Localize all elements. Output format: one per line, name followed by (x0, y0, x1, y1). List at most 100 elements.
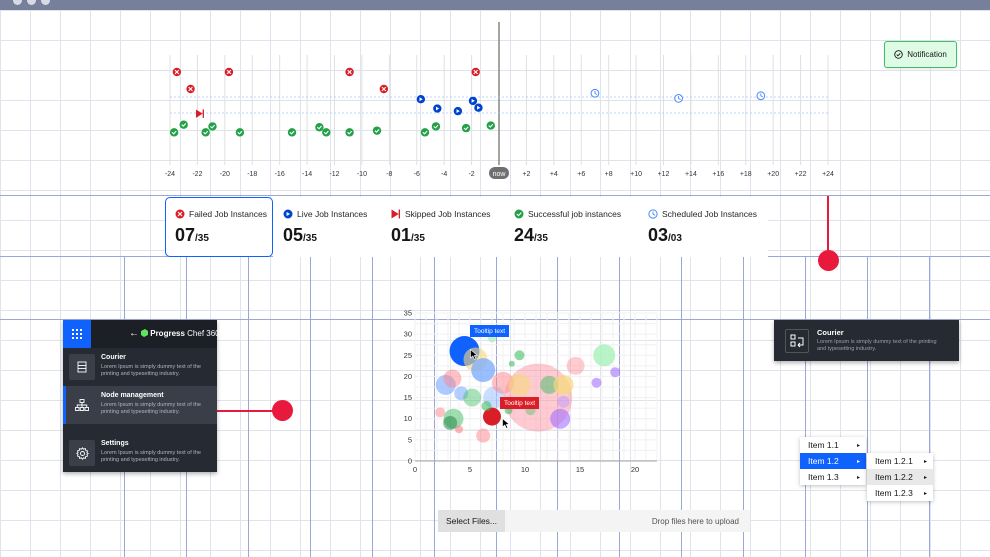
connector-line (827, 196, 829, 256)
stat-card-live[interactable]: Live Job Instances 05/35 (273, 197, 381, 257)
guide-line (0, 195, 990, 196)
menu-item[interactable]: Item 1.3 ▸ (800, 469, 866, 485)
courier-title: Courier (817, 328, 844, 337)
success-job-marker[interactable] (201, 128, 210, 137)
bubble-point[interactable] (471, 358, 496, 383)
bubble-point[interactable] (550, 408, 571, 429)
window-maximize-dot[interactable] (41, 0, 50, 5)
bubble-point[interactable] (492, 371, 514, 394)
notification-label: Notification (907, 50, 947, 59)
tooltip-red: Tooltip text (500, 397, 540, 409)
scheduled-job-marker[interactable] (756, 91, 766, 101)
stat-label: Scheduled Job Instances (648, 209, 768, 219)
bubble-point[interactable] (443, 415, 458, 430)
bubble-point[interactable] (540, 375, 559, 394)
failed-job-marker[interactable] (186, 84, 195, 94)
stat-card-scheduled[interactable]: Scheduled Job Instances 03/03 (638, 197, 768, 257)
success-job-marker[interactable] (208, 122, 217, 131)
live-job-marker[interactable] (474, 103, 483, 112)
stat-total: /35 (411, 233, 425, 244)
menu-item[interactable]: Item 1.2 ▸ (800, 453, 866, 469)
bubble-point[interactable] (557, 395, 570, 408)
stat-label-text: Live Job Instances (297, 209, 368, 219)
progress-logo-icon (141, 329, 148, 337)
courier-card[interactable]: Courier Lorem Ipsum is simply dummy text… (774, 320, 959, 361)
bubble-point[interactable] (454, 386, 469, 401)
stat-card-success[interactable]: Successful job instances 24/35 (504, 197, 638, 257)
stat-label-text: Successful job instances (528, 209, 622, 219)
window-titlebar (0, 0, 990, 10)
bubble-point[interactable] (591, 377, 602, 388)
select-files-button[interactable]: Select Files... (438, 510, 506, 532)
timeline-tick-label: +12 (658, 171, 670, 178)
side-nav-item[interactable]: Node management Lorem Ipsum is simply dum… (63, 386, 217, 424)
success-job-marker[interactable] (287, 128, 297, 137)
bubble-point[interactable] (508, 373, 531, 396)
menu-item-label: Item 1.2.2 (875, 472, 913, 482)
success-job-marker[interactable] (322, 128, 331, 137)
success-job-marker[interactable] (345, 128, 354, 137)
success-job-marker[interactable] (372, 126, 382, 135)
back-arrow-icon[interactable]: ← (129, 328, 139, 339)
failed-job-marker[interactable] (379, 84, 389, 94)
bubble-point[interactable] (514, 350, 525, 361)
bubble-point[interactable] (481, 401, 492, 412)
timeline-tick-label: +4 (550, 171, 558, 178)
guide-line (310, 256, 311, 557)
failed-job-marker[interactable] (471, 67, 480, 77)
bubble-point[interactable] (566, 356, 585, 375)
caret-right-icon: ▸ (856, 442, 860, 449)
bubble-point[interactable] (593, 344, 616, 367)
submenu-item[interactable]: Item 1.2.3 ▸ (867, 485, 933, 501)
success-job-marker[interactable] (486, 121, 495, 130)
job-timeline-chart: -24 -22 -20 -18 -16 -14 -12 -10 -8 -6 -4 -2 now +2 +4 +… (165, 22, 834, 179)
success-job-marker[interactable] (420, 128, 430, 137)
stat-value: 24/35 (514, 225, 638, 246)
scheduled-job-marker[interactable] (674, 93, 683, 103)
bubble-point[interactable] (508, 360, 515, 367)
live-job-marker[interactable] (468, 96, 478, 106)
submenu-item[interactable]: Item 1.2.2 ▸ (867, 469, 933, 485)
failed-job-marker[interactable] (172, 67, 182, 77)
window-minimize-dot[interactable] (27, 0, 36, 5)
bubble-point[interactable] (443, 369, 462, 388)
side-nav-item[interactable]: Settings Lorem Ipsum is simply dummy text… (63, 434, 217, 472)
timeline-tick-label: -10 (357, 171, 367, 178)
window-close-dot[interactable] (13, 0, 22, 5)
skipped-job-marker[interactable] (195, 109, 204, 118)
success-job-marker[interactable] (461, 123, 471, 133)
success-job-marker[interactable] (431, 122, 441, 131)
notification-chip[interactable]: Notification (884, 41, 957, 68)
success-job-marker[interactable] (169, 128, 179, 137)
success-job-marker[interactable] (315, 123, 324, 132)
failed-job-marker[interactable] (345, 67, 354, 77)
stat-card-skipped[interactable]: Skipped Job Instances 01/35 (381, 197, 504, 257)
stat-total: /03 (668, 233, 682, 244)
success-job-marker[interactable] (179, 120, 188, 129)
side-nav-item[interactable]: Courier Lorem Ipsum is simply dummy text … (63, 348, 217, 386)
bubble-point[interactable] (610, 367, 621, 378)
menu-item[interactable]: Item 1.1 ▸ (800, 437, 866, 453)
scheduled-job-marker[interactable] (590, 88, 600, 98)
failed-job-marker[interactable] (224, 67, 234, 77)
live-job-marker[interactable] (453, 106, 463, 116)
y-tick-label: 30 (404, 330, 412, 339)
stat-label-text: Failed Job Instances (189, 209, 267, 219)
bubble-point[interactable] (435, 407, 446, 418)
app-switcher-button[interactable] (63, 320, 91, 348)
x-tick-label: 20 (631, 465, 639, 474)
menu-item-label: Item 1.2.3 (875, 488, 913, 498)
bubble-point[interactable] (455, 425, 463, 434)
bubble-point[interactable] (483, 407, 501, 426)
connector-dot (818, 250, 839, 271)
file-uploader[interactable]: Select Files... Drop files here to uploa… (438, 510, 750, 532)
stat-card-failed[interactable]: Failed Job Instances 07/35 (165, 197, 273, 257)
bubble-point[interactable] (553, 374, 574, 395)
success-job-marker[interactable] (235, 128, 245, 137)
submenu-item[interactable]: Item 1.2.1 ▸ (867, 453, 933, 469)
live-job-marker[interactable] (416, 95, 426, 104)
x-tick-label: 10 (521, 465, 529, 474)
live-job-marker[interactable] (433, 104, 442, 113)
bubble-point[interactable] (476, 428, 491, 443)
bubble-point[interactable] (463, 388, 482, 407)
